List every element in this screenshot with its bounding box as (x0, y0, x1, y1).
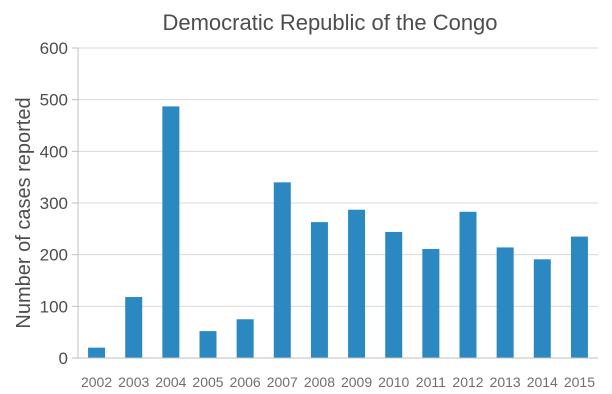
bar-2013 (496, 247, 514, 358)
bars (88, 106, 588, 358)
x-tick-labels: 2002 2003 2004 2005 2006 2007 2008 2009 2010 2011… (81, 374, 595, 390)
bar-2003 (125, 297, 143, 358)
y-axis-label: Number of cases reported (13, 97, 35, 328)
gridlines (78, 47, 598, 307)
axes (72, 47, 598, 359)
bar-2005 (199, 331, 217, 358)
y-tick-label: 500 (40, 91, 68, 110)
x-tick-label: 2011 (416, 374, 446, 390)
chart-title: Democratic Republic of the Congo (162, 10, 497, 35)
x-tick-label: 2005 (192, 374, 223, 390)
bar-2010 (385, 231, 403, 358)
x-tick-label: 2010 (378, 374, 409, 390)
y-tick-labels: 0 100 200 300 400 500 600 (40, 39, 68, 368)
y-tick-label: 300 (40, 194, 68, 213)
bar-2009 (348, 209, 366, 358)
x-tick-label: 2008 (304, 374, 335, 390)
y-tick-label: 400 (40, 142, 68, 161)
x-tick-label: 2006 (230, 374, 261, 390)
y-tick-label: 600 (40, 39, 68, 58)
x-tick-label: 2014 (527, 374, 558, 390)
bar-2011 (422, 248, 440, 358)
bar-2014 (533, 259, 551, 358)
x-tick-label: 2012 (452, 374, 483, 390)
x-tick-label: 2004 (155, 374, 186, 390)
bar-2004 (162, 106, 180, 358)
bar-2002 (88, 347, 106, 358)
x-tick-label: 2007 (267, 374, 298, 390)
bar-2006 (236, 319, 254, 358)
y-tick-label: 100 (40, 297, 68, 316)
x-tick-label: 2013 (490, 374, 521, 390)
bar-2007 (273, 182, 291, 358)
x-tick-label: 2003 (118, 374, 149, 390)
y-tick-label: 200 (40, 246, 68, 265)
y-tick-label: 0 (59, 349, 68, 368)
x-tick-label: 2002 (81, 374, 112, 390)
bar-2012 (459, 211, 477, 358)
bar-2008 (310, 222, 328, 358)
bar-2015 (570, 236, 588, 358)
x-tick-label: 2009 (341, 374, 372, 390)
x-tick-label: 2015 (564, 374, 595, 390)
